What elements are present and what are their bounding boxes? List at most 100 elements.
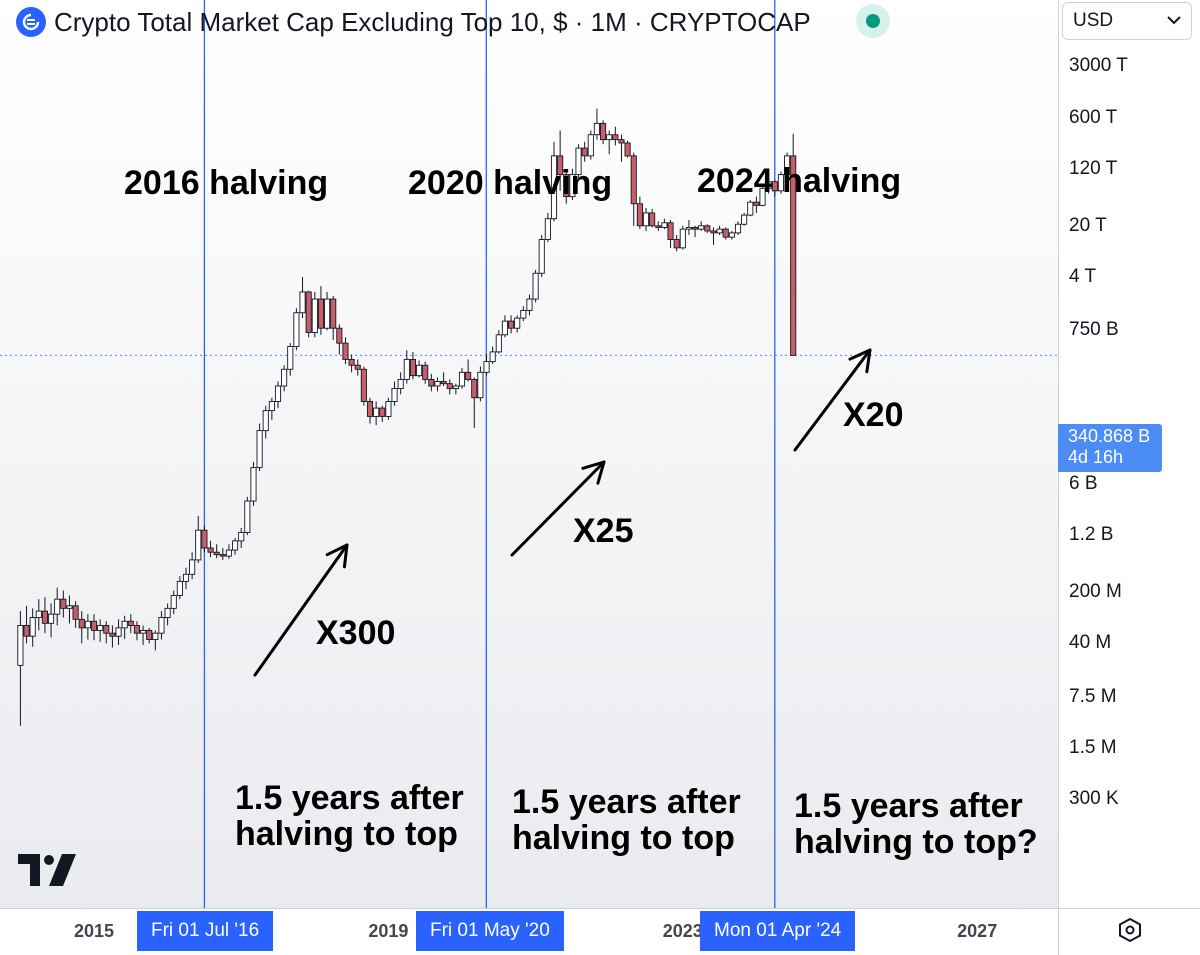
candle: [379, 405, 386, 422]
candle: [434, 377, 441, 392]
candle-body: [600, 122, 607, 141]
candle-body: [244, 500, 251, 533]
chart-settings-button[interactable]: [1058, 908, 1200, 955]
candle-body: [115, 627, 122, 637]
multiplier-2020-label: X25: [573, 512, 634, 550]
x-tick-label: 2015: [73, 921, 115, 941]
candle-body: [569, 174, 576, 198]
note-2016-line-2: halving to top: [235, 815, 458, 853]
candle-body: [103, 625, 110, 634]
candle: [458, 367, 466, 389]
candle-body: [642, 212, 650, 227]
candle-body: [526, 298, 533, 311]
tradingview-logo-icon[interactable]: [18, 854, 76, 891]
candle-body: [348, 358, 355, 366]
candle-body: [704, 225, 711, 232]
candle-body: [354, 364, 361, 370]
candle-body: [127, 620, 134, 626]
candle-body: [379, 407, 386, 417]
time-axis[interactable]: 2027 2023 2019 2015 Fri 01 Jul '16 Fri 01 M…: [0, 908, 1058, 955]
candle: [655, 221, 662, 231]
candle-body: [532, 272, 539, 300]
candle: [232, 537, 239, 555]
candle-body: [140, 629, 147, 634]
candle-body: [207, 547, 214, 553]
y-tick-label: 1.5 M: [1069, 736, 1117, 758]
candle: [790, 133, 797, 356]
candle: [90, 614, 98, 641]
candle: [133, 621, 140, 641]
candle: [207, 540, 214, 558]
chart-area[interactable]: Crypto Total Market Cap Excluding Top 10…: [0, 0, 1058, 908]
candle: [777, 171, 784, 194]
candle: [29, 608, 36, 647]
currency-select[interactable]: USD: [1062, 2, 1192, 40]
candle: [606, 130, 613, 155]
candle-body: [728, 232, 735, 238]
price-chart[interactable]: [0, 0, 1058, 908]
arrow-2024-head: [848, 348, 872, 374]
candle-body: [90, 620, 98, 631]
y-tick-label: 120 T: [1069, 157, 1118, 179]
candle-body: [317, 298, 324, 329]
candle-body: [121, 620, 128, 629]
candle: [747, 199, 754, 217]
candle-body: [268, 401, 275, 412]
candle-body: [385, 401, 392, 417]
candle: [385, 397, 392, 420]
candle-body: [428, 378, 435, 387]
candle-body: [673, 239, 680, 249]
note-2020-line-1: 1.5 years after: [512, 783, 741, 821]
candle-body: [765, 181, 772, 189]
candle-body: [158, 617, 165, 634]
candle-body: [324, 298, 331, 329]
candle: [250, 461, 257, 506]
candle-body: [489, 351, 496, 363]
candle-body: [23, 625, 30, 637]
candle-body: [66, 605, 73, 609]
candle: [317, 286, 324, 335]
candle-body: [213, 551, 220, 556]
candle-body: [409, 358, 416, 377]
candle: [642, 207, 650, 231]
y-tick-label: 40 M: [1069, 632, 1112, 654]
y-tick-label: 750 B: [1069, 319, 1119, 341]
candle-body: [391, 388, 398, 402]
candle-body: [440, 381, 447, 385]
arrow-2020-head: [581, 460, 606, 485]
candle: [354, 359, 361, 376]
candle: [287, 343, 294, 376]
candle: [281, 365, 288, 392]
candle: [538, 234, 545, 278]
candle: [446, 379, 453, 395]
candle: [158, 611, 165, 640]
candle: [612, 126, 619, 146]
candle-body: [734, 223, 742, 234]
candle-body: [679, 228, 686, 249]
candle: [532, 269, 539, 303]
candle-body: [495, 334, 502, 353]
candle-body: [366, 401, 374, 417]
note-2020: 1.5 years after halving to top: [512, 784, 741, 856]
candle-body: [624, 142, 631, 157]
candle-body: [618, 139, 625, 144]
candle-body: [649, 212, 656, 227]
symbol-title[interactable]: Crypto Total Market Cap Excluding Top 10…: [54, 6, 811, 37]
candle-body: [109, 632, 116, 637]
candle: [698, 221, 705, 231]
candle-body: [41, 610, 48, 624]
candle: [667, 219, 674, 248]
candle: [526, 294, 533, 316]
market-status-dot-icon[interactable]: [856, 4, 890, 38]
candle-body: [771, 181, 778, 192]
candle-body: [661, 222, 668, 228]
candle: [78, 611, 85, 644]
halving-2016-label: 2016 halving: [124, 164, 329, 202]
candle-body: [710, 230, 717, 234]
candle: [685, 219, 692, 235]
candle-body: [422, 364, 429, 380]
candle: [501, 315, 508, 338]
candle-body: [514, 317, 521, 329]
candle: [213, 544, 220, 559]
y-tick-label: 6 B: [1069, 472, 1098, 494]
